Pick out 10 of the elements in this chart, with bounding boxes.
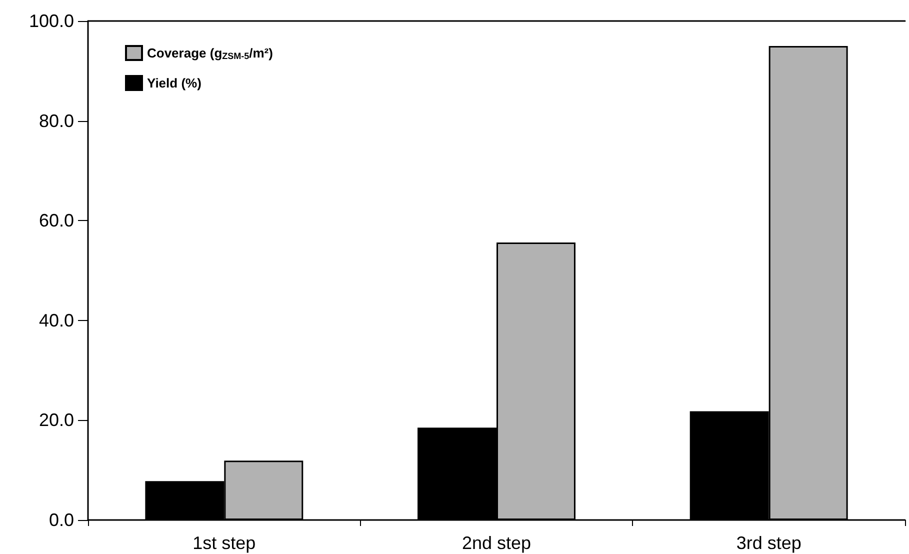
x-tick-label: 2nd step — [462, 533, 532, 553]
y-tick-label: 80.0 — [38, 110, 74, 131]
y-tick-label: 40.0 — [38, 310, 74, 330]
legend-label: Yield (%) — [147, 76, 202, 90]
y-tick-label: 20.0 — [38, 410, 74, 430]
x-tick-label: 1st step — [192, 533, 256, 553]
x-tick-label: 3rd step — [736, 533, 802, 553]
y-tick-label: 0.0 — [48, 510, 74, 530]
y-tick-label: 60.0 — [38, 210, 74, 231]
y-tick-label: 100.0 — [28, 11, 74, 31]
